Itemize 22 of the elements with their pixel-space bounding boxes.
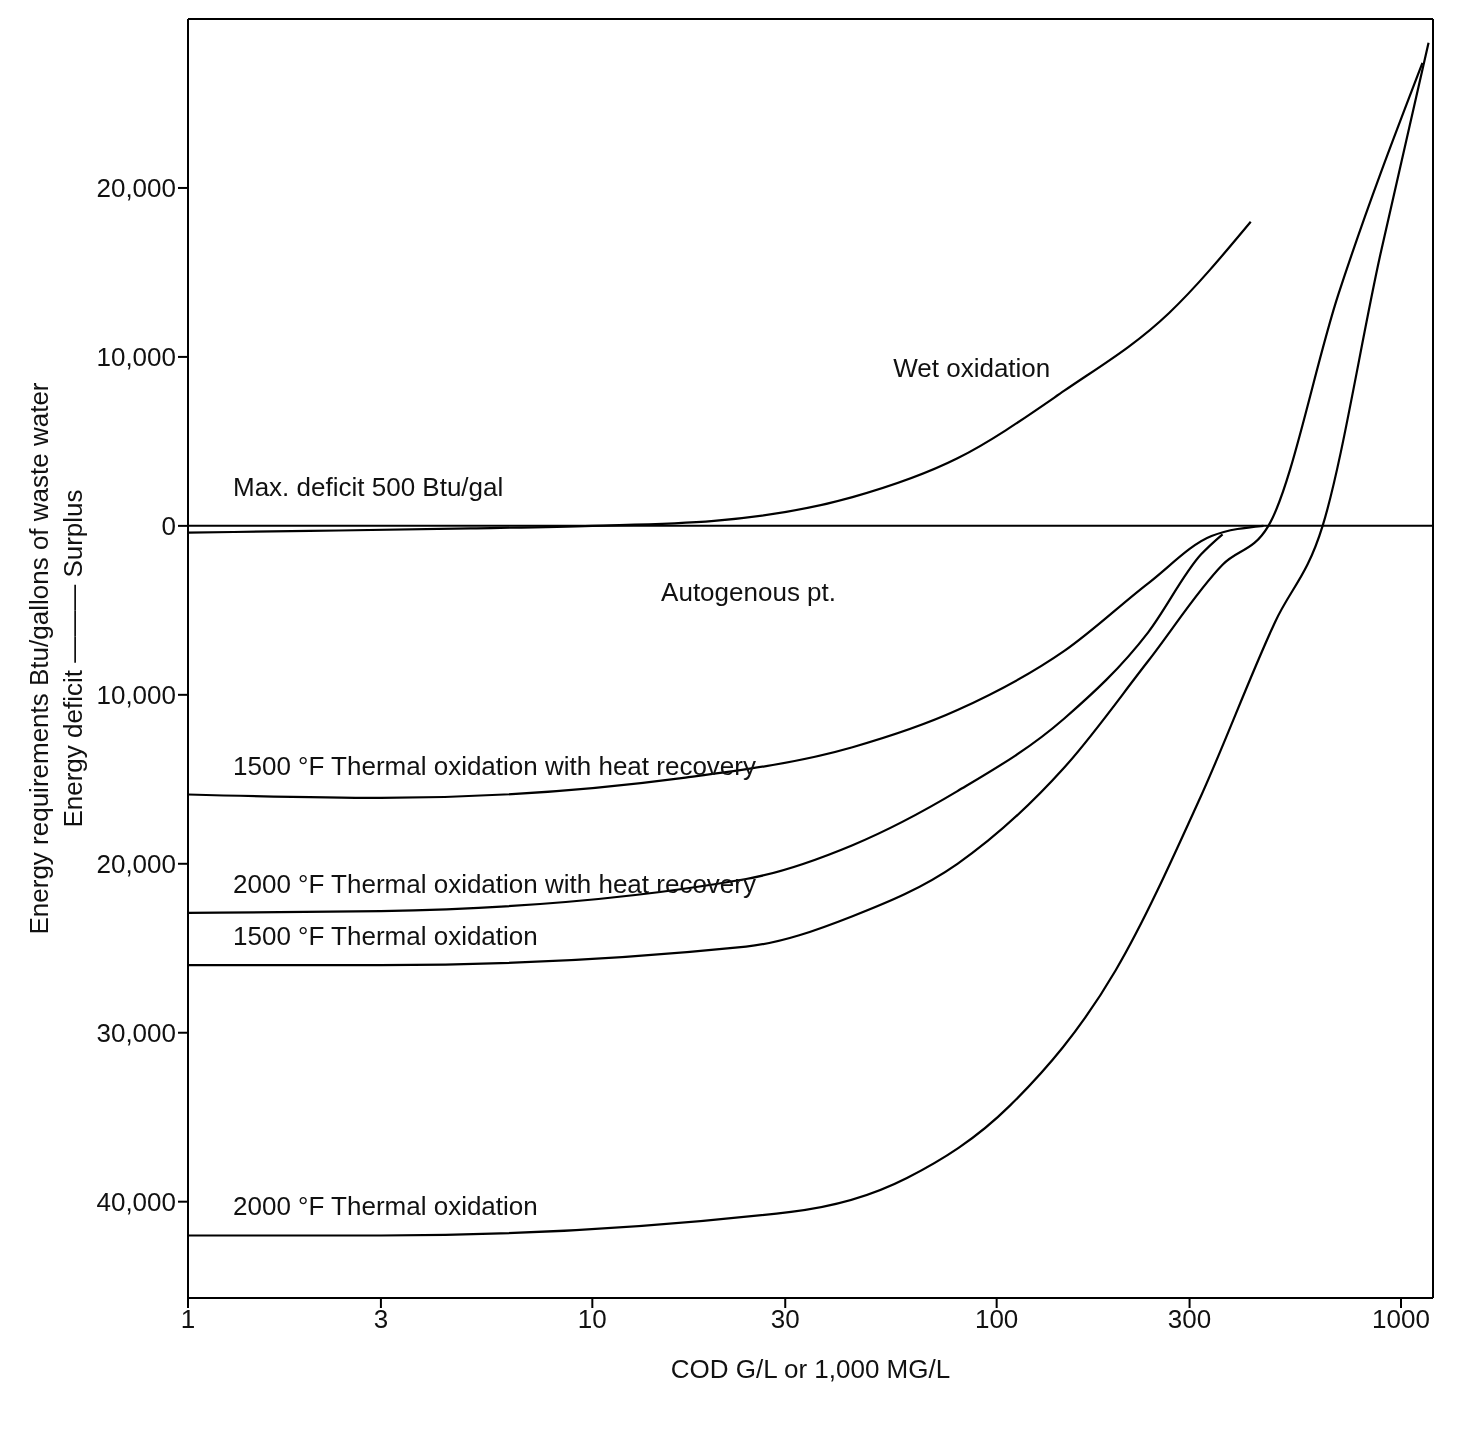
- y-tick-label: 20,000: [96, 173, 176, 204]
- y-tick-label: 0: [161, 511, 176, 542]
- annotation: Max. deficit 500 Btu/gal: [233, 471, 504, 502]
- x-tick-label: 1: [180, 1304, 196, 1335]
- series-label: Wet oxidation: [893, 352, 1051, 383]
- x-tick-label: 10: [577, 1304, 607, 1335]
- series-label: 1500 °F Thermal oxidation: [233, 921, 538, 952]
- x-tick-label: 3: [373, 1304, 389, 1335]
- y-tick-label: 30,000: [96, 1017, 176, 1048]
- y-tick-label: 40,000: [96, 1186, 176, 1217]
- y-tick-label: 20,000: [96, 849, 176, 880]
- series-label: 2000 °F Thermal oxidation: [233, 1191, 538, 1222]
- series-label: 1500 °F Thermal oxidation with heat recovery: [233, 750, 756, 781]
- x-tick-label: 100: [974, 1304, 1019, 1335]
- x-axis-title: COD G/L or 1,000 MG/L: [670, 1354, 951, 1384]
- y-tick-label: 10,000: [96, 342, 176, 373]
- x-tick-label: 30: [770, 1304, 800, 1335]
- y-axis-title: Energy requirements Btu/gallons of waste water Energy deficit ——— Surplus: [24, 382, 88, 935]
- y-tick-label: 10,000: [96, 680, 176, 711]
- x-tick-label: 1000: [1372, 1304, 1430, 1335]
- annotation: Autogenous pt.: [661, 576, 837, 607]
- x-tick-label: 300: [1167, 1304, 1212, 1335]
